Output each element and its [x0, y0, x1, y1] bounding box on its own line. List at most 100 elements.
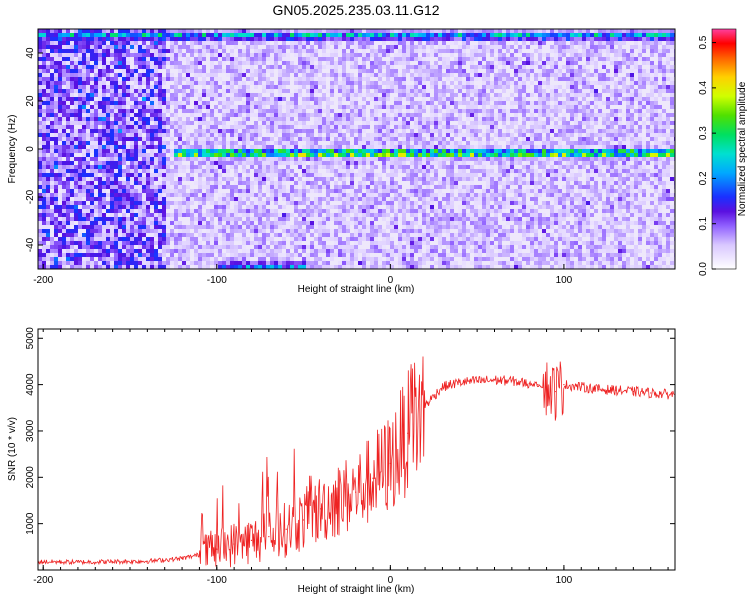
spectrogram-cell [118, 77, 122, 81]
spectrogram-cell [394, 37, 398, 41]
spectrogram-cell [286, 33, 290, 37]
spectrogram-cell [246, 197, 250, 201]
spectrogram-cell [282, 149, 286, 153]
spectrogram-cell [198, 57, 202, 61]
spectrogram-cell [54, 189, 58, 193]
spectrogram-cell [374, 141, 378, 145]
spectrogram-cell [378, 153, 382, 157]
spectrogram-cell [294, 181, 298, 185]
spectrogram-cell [114, 253, 118, 257]
spectrogram-cell [78, 109, 82, 113]
spectrogram-cell [242, 133, 246, 137]
spectrogram-cell [394, 213, 398, 217]
spectrogram-cell [310, 233, 314, 237]
spectrogram-cell [270, 57, 274, 61]
spectrogram-cell [294, 73, 298, 77]
spectrogram-cell [70, 85, 74, 89]
spectrogram-cell [274, 149, 278, 153]
spectrogram-cell [138, 245, 142, 249]
spectrogram-cell [326, 121, 330, 125]
spectrogram-cell [98, 189, 102, 193]
spectrogram-cell [314, 165, 318, 169]
spectrogram-cell [54, 181, 58, 185]
spectrogram-cell [186, 245, 190, 249]
spectrogram-cell [358, 149, 362, 153]
spectrogram-cell [378, 97, 382, 101]
spectrogram-cell [190, 161, 194, 165]
spectrogram-cell [354, 257, 358, 261]
spectrogram-cell [362, 69, 366, 73]
spectrogram-cell [206, 253, 210, 257]
spectrogram-cell [54, 173, 58, 177]
spectrogram-cell [350, 117, 354, 121]
spectrogram-cell [58, 93, 62, 97]
spectrogram-cell [94, 221, 98, 225]
spectrogram-cell [226, 197, 230, 201]
spectrogram-cell [162, 29, 166, 33]
spectrogram-cell [134, 169, 138, 173]
spectrogram-cell [182, 97, 186, 101]
spectrogram-cell [178, 149, 182, 153]
spectrogram-cell [166, 201, 170, 205]
spectrogram-cell [390, 209, 394, 213]
spectrogram-cell [146, 253, 150, 257]
spectrogram-cell [358, 77, 362, 81]
spectrogram-cell [354, 49, 358, 53]
spectrogram-cell [150, 29, 154, 33]
spectrogram-cell [122, 149, 126, 153]
spectrogram-cell [406, 93, 410, 97]
spectrogram-cell [266, 149, 270, 153]
spectrogram-cell [214, 33, 218, 37]
spectrogram-cell [70, 193, 74, 197]
spectrogram-cell [286, 265, 290, 269]
spectrogram-cell [74, 181, 78, 185]
spectrogram-cell [366, 101, 370, 105]
spectrogram-cell [146, 189, 150, 193]
spectrogram-cell [138, 49, 142, 53]
spectrogram-cell [106, 177, 110, 181]
spectrogram-cell [182, 177, 186, 181]
spectrogram-cell [102, 41, 106, 45]
spectrogram-cell [162, 165, 166, 169]
spectrogram-cell [110, 265, 114, 269]
spectrogram-cell [54, 97, 58, 101]
spectrogram-cell [50, 81, 54, 85]
spectrogram-cell [246, 109, 250, 113]
spectrogram-cell [314, 93, 318, 97]
spectrogram-cell [406, 173, 410, 177]
spectrogram-cell [414, 37, 418, 41]
spectrogram-cell [254, 237, 258, 241]
spectrogram-cell [202, 117, 206, 121]
spectrogram-cell [234, 29, 238, 33]
spectrogram-cell [338, 237, 342, 241]
spectrogram-cell [38, 97, 42, 101]
spectrogram-cell [78, 157, 82, 161]
spectrogram-cell [406, 205, 410, 209]
spectrogram-cell [418, 49, 422, 53]
spectrogram-cell [274, 41, 278, 45]
spectrogram-cell [38, 89, 42, 93]
spectrogram-cell [298, 161, 302, 165]
spectrogram-cell [66, 225, 70, 229]
spectrogram-cell [294, 133, 298, 137]
spectrogram-cell [322, 237, 326, 241]
spectrogram-cell [338, 45, 342, 49]
spectrogram-cell [218, 225, 222, 229]
spectrogram-cell [338, 89, 342, 93]
spectrogram-cell [90, 181, 94, 185]
spectrogram-cell [178, 125, 182, 129]
spectrogram-cell [406, 221, 410, 225]
spectrogram-cell [418, 45, 422, 49]
spectrogram-cell [102, 173, 106, 177]
spectrogram-cell [318, 193, 322, 197]
spectrogram-cell [94, 149, 98, 153]
spectrogram-cell [62, 57, 66, 61]
spectrogram-cell [170, 113, 174, 117]
spectrogram-cell [110, 73, 114, 77]
spectrogram-cell [194, 193, 198, 197]
spectrogram-cell [402, 137, 406, 141]
spectrogram-cell [102, 141, 106, 145]
spectrogram-cell [134, 121, 138, 125]
spectrogram-cell [138, 113, 142, 117]
spectrogram-cell [38, 57, 42, 61]
